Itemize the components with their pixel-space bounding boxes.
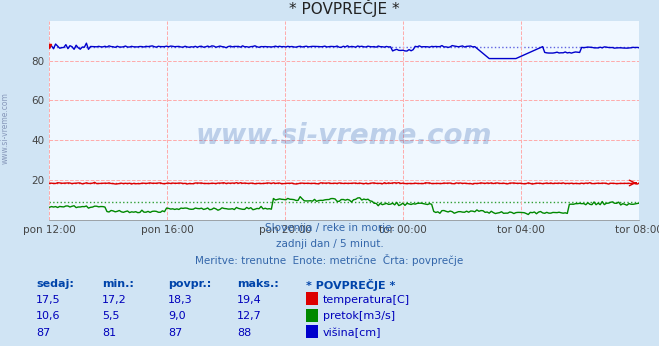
Text: zadnji dan / 5 minut.: zadnji dan / 5 minut. bbox=[275, 239, 384, 249]
Text: 87: 87 bbox=[168, 328, 183, 338]
Text: 17,2: 17,2 bbox=[102, 295, 127, 305]
Text: temperatura[C]: temperatura[C] bbox=[323, 295, 410, 305]
Text: Slovenija / reke in morje.: Slovenija / reke in morje. bbox=[264, 223, 395, 233]
Text: Meritve: trenutne  Enote: metrične  Črta: povprečje: Meritve: trenutne Enote: metrične Črta: … bbox=[195, 254, 464, 266]
Title: * POVPREČJE *: * POVPREČJE * bbox=[289, 0, 399, 17]
Text: 17,5: 17,5 bbox=[36, 295, 61, 305]
Text: 18,3: 18,3 bbox=[168, 295, 192, 305]
Text: www.si-vreme.com: www.si-vreme.com bbox=[196, 122, 492, 150]
Text: sedaj:: sedaj: bbox=[36, 279, 74, 289]
Text: višina[cm]: višina[cm] bbox=[323, 328, 382, 338]
Text: min.:: min.: bbox=[102, 279, 134, 289]
Text: www.si-vreme.com: www.si-vreme.com bbox=[1, 92, 10, 164]
Text: 19,4: 19,4 bbox=[237, 295, 262, 305]
Text: 5,5: 5,5 bbox=[102, 311, 120, 321]
Text: pretok[m3/s]: pretok[m3/s] bbox=[323, 311, 395, 321]
Text: 10,6: 10,6 bbox=[36, 311, 61, 321]
Text: * POVPREČJE *: * POVPREČJE * bbox=[306, 279, 396, 291]
Text: 87: 87 bbox=[36, 328, 51, 338]
Text: 9,0: 9,0 bbox=[168, 311, 186, 321]
Text: 81: 81 bbox=[102, 328, 116, 338]
Text: povpr.:: povpr.: bbox=[168, 279, 212, 289]
Text: 12,7: 12,7 bbox=[237, 311, 262, 321]
Text: maks.:: maks.: bbox=[237, 279, 279, 289]
Text: 88: 88 bbox=[237, 328, 252, 338]
